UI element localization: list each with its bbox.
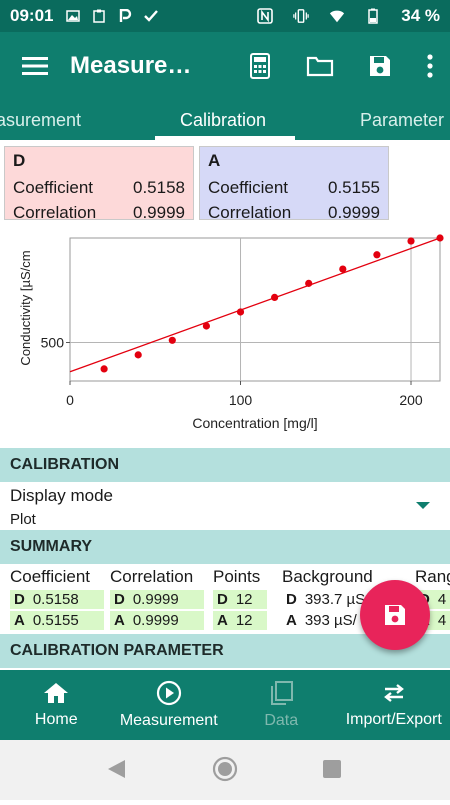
system-navigation-bar xyxy=(0,740,450,800)
summary-col-header: Points xyxy=(213,566,267,588)
nfc-icon xyxy=(257,9,273,23)
summary-col-header: Rang xyxy=(415,566,450,588)
save-icon xyxy=(383,603,407,627)
calibration-section-header: CALIBRATION xyxy=(0,448,450,482)
nav-label: Home xyxy=(35,711,78,729)
card-d-coef-label: Coefficient xyxy=(13,175,93,200)
data-point xyxy=(101,365,108,372)
nav-label: Import/Export xyxy=(346,711,442,729)
wifi-icon xyxy=(329,9,345,23)
save-icon xyxy=(368,54,392,78)
calibration-chart[interactable]: 0 100 200 500 Concentration [mg/l] Conducti… xyxy=(0,228,450,438)
x-tick-label: 200 xyxy=(399,392,423,408)
folder-icon xyxy=(306,55,334,77)
home-icon xyxy=(43,681,69,705)
card-a-coef-label: Coefficient xyxy=(208,175,288,200)
regression-line xyxy=(70,238,440,372)
battery-level: 34 % xyxy=(401,6,440,26)
calculator-icon xyxy=(250,53,270,79)
save-fab-button[interactable] xyxy=(360,580,430,650)
data-point xyxy=(203,322,210,329)
data-point xyxy=(407,237,414,244)
home-circle-inner xyxy=(218,762,232,776)
data-point xyxy=(237,308,244,315)
app-bar: Measure… xyxy=(0,32,450,100)
x-tick-label: 0 xyxy=(66,392,74,408)
status-right: 34 % xyxy=(257,6,440,26)
image-icon xyxy=(65,9,81,23)
battery-icon xyxy=(365,9,381,23)
card-d-label: D xyxy=(13,151,185,171)
card-d-coef-value: 0.5158 xyxy=(133,175,185,200)
nav-measurement[interactable]: Measurement xyxy=(113,670,226,740)
display-mode-label: Display mode xyxy=(10,486,113,506)
calculator-button[interactable] xyxy=(230,32,290,100)
summary-col-header: Coefficient xyxy=(10,566,104,588)
nav-label: Data xyxy=(264,712,298,730)
vibrate-icon xyxy=(293,9,309,23)
card-a-coef-value: 0.5155 xyxy=(328,175,380,200)
card-a-label: A xyxy=(208,151,380,171)
tab-bar: asurement Calibration Parameter xyxy=(0,100,450,140)
tab-calibration[interactable]: Calibration xyxy=(180,110,266,131)
tab-indicator xyxy=(155,136,295,140)
check-icon xyxy=(143,9,159,23)
nav-import-export[interactable]: Import/Export xyxy=(338,670,450,740)
bottom-navigation: Home Measurement Data Import/Export xyxy=(0,670,450,740)
x-tick-label: 100 xyxy=(229,392,253,408)
plot-frame xyxy=(70,238,440,381)
play-circle-icon xyxy=(156,680,182,706)
display-mode-value[interactable]: Plot xyxy=(10,511,36,528)
overflow-menu-button[interactable] xyxy=(410,32,450,100)
swap-icon xyxy=(381,681,407,705)
recents-icon[interactable] xyxy=(323,760,341,778)
data-point xyxy=(436,234,443,241)
status-time: 09:01 xyxy=(10,6,53,26)
back-icon[interactable] xyxy=(108,760,125,778)
tab-measurement[interactable]: asurement xyxy=(0,110,81,131)
save-toolbar-button[interactable] xyxy=(350,32,410,100)
p-icon xyxy=(117,9,133,23)
y-axis-label: Conductivity [µS/cm xyxy=(18,250,33,365)
nav-label: Measurement xyxy=(120,712,218,730)
x-axis-label: Concentration [mg/l] xyxy=(192,415,317,431)
chart-svg: 0 100 200 500 Concentration [mg/l] Conducti… xyxy=(0,228,450,438)
data-point xyxy=(305,280,312,287)
tab-parameter[interactable]: Parameter xyxy=(360,110,444,131)
chevron-down-icon[interactable] xyxy=(416,502,430,509)
menu-icon xyxy=(22,56,48,76)
status-bar: 09:01 34 % xyxy=(0,0,450,32)
copy-icon xyxy=(268,680,294,706)
card-d-corr-value: 0.9999 xyxy=(133,200,185,225)
data-point xyxy=(271,294,278,301)
data-point xyxy=(169,337,176,344)
summary-col-header: Correlation xyxy=(110,566,204,588)
card-d-corr-label: Correlation xyxy=(13,200,96,225)
nav-data[interactable]: Data xyxy=(225,670,338,740)
card-a-corr-value: 0.9999 xyxy=(328,200,380,225)
nav-home[interactable]: Home xyxy=(0,670,113,740)
open-folder-button[interactable] xyxy=(290,32,350,100)
summary-section-header: SUMMARY xyxy=(0,530,450,564)
data-point xyxy=(339,265,346,272)
data-point xyxy=(373,251,380,258)
page-title: Measure… xyxy=(70,52,220,80)
clipboard-icon xyxy=(91,9,107,23)
more-vert-icon xyxy=(427,54,433,78)
card-a-corr-label: Correlation xyxy=(208,200,291,225)
y-tick-label: 500 xyxy=(41,335,65,351)
menu-button[interactable] xyxy=(0,56,70,76)
data-point xyxy=(135,351,142,358)
